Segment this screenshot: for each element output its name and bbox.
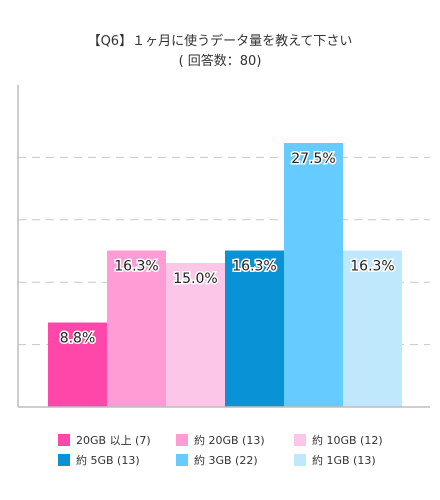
legend-row: 20GB 以上 (7) 約 20GB (13) 約 10GB (12) bbox=[58, 430, 418, 450]
legend-label: 約 1GB (13) bbox=[312, 454, 376, 467]
bar bbox=[225, 250, 284, 407]
legend-label: 約 20GB (13) bbox=[194, 434, 265, 447]
bar bbox=[166, 263, 225, 407]
bar bbox=[284, 143, 343, 407]
legend-swatch bbox=[176, 454, 188, 466]
legend-item: 約 1GB (13) bbox=[294, 452, 412, 468]
bar bbox=[343, 250, 402, 407]
data-label: 16.3% bbox=[232, 259, 276, 275]
legend-swatch bbox=[58, 434, 70, 446]
legend-item: 約 5GB (13) bbox=[58, 452, 176, 468]
chart-title: 【Q6】１ヶ月に使うデータ量を教えて下さい bbox=[87, 34, 353, 49]
legend-swatch bbox=[58, 454, 70, 466]
legend-label: 約 5GB (13) bbox=[76, 454, 140, 467]
legend-swatch bbox=[294, 454, 306, 466]
legend-label: 約 3GB (22) bbox=[194, 454, 258, 467]
data-label: 8.8% bbox=[60, 331, 96, 347]
legend-label: 20GB 以上 (7) bbox=[76, 434, 151, 447]
legend-row: 約 5GB (13) 約 3GB (22) 約 1GB (13) bbox=[58, 450, 418, 470]
legend-swatch bbox=[176, 434, 188, 446]
chart-subtitle: ( 回答数：80) bbox=[178, 54, 262, 69]
data-label: 15.0% bbox=[173, 271, 217, 287]
legend: 20GB 以上 (7) 約 20GB (13) 約 10GB (12) 約 5G… bbox=[58, 430, 418, 470]
data-label: 27.5% bbox=[291, 151, 335, 167]
legend-item: 約 10GB (12) bbox=[294, 432, 412, 448]
legend-swatch bbox=[294, 434, 306, 446]
bar bbox=[107, 250, 166, 407]
legend-item: 約 20GB (13) bbox=[176, 432, 294, 448]
legend-item: 20GB 以上 (7) bbox=[58, 432, 176, 448]
legend-item: 約 3GB (22) bbox=[176, 452, 294, 468]
data-label: 16.3% bbox=[114, 259, 158, 275]
legend-label: 約 10GB (12) bbox=[312, 434, 383, 447]
bar bbox=[48, 322, 107, 407]
data-label: 16.3% bbox=[350, 259, 394, 275]
